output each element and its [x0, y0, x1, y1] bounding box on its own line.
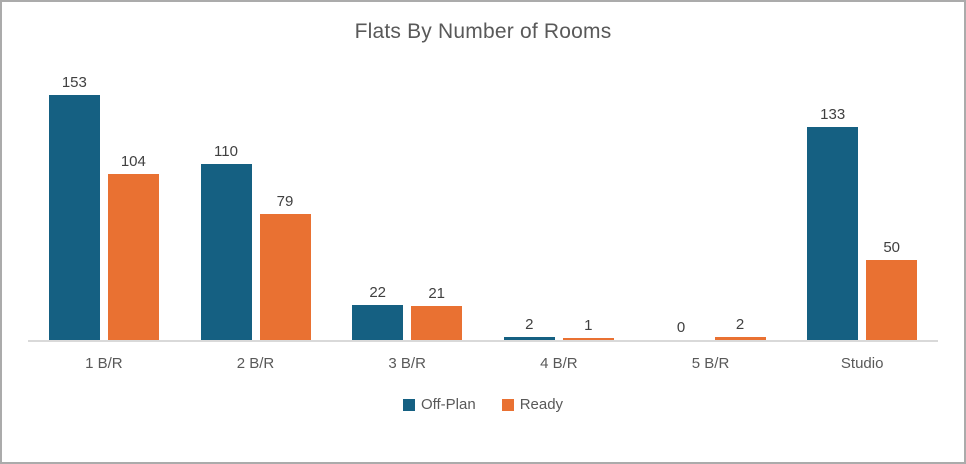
bar-col-off-plan-studio: 133 — [807, 106, 859, 340]
data-label: 153 — [61, 74, 87, 91]
bar-col-ready-5-b-r: 2 — [714, 316, 766, 340]
x-axis-label-5-b-r: 5 B/R — [691, 355, 730, 372]
bar-col-ready-2-b-r: 79 — [259, 193, 311, 340]
x-axis-line — [28, 340, 938, 342]
legend-item-ready: Ready — [501, 396, 564, 413]
legend: Off-Plan Ready — [2, 396, 964, 413]
legend-label: Ready — [519, 396, 564, 413]
data-label: 2 — [525, 316, 534, 333]
bar-col-off-plan-1-b-r: 153 — [48, 74, 100, 340]
legend-swatch-icon — [501, 398, 514, 411]
data-label: 2 — [735, 316, 745, 333]
bar-off-plan-1-b-r — [48, 95, 100, 340]
bar-ready-5-b-r — [714, 337, 766, 340]
x-axis-label-4-b-r: 4 B/R — [540, 355, 578, 372]
bar-col-ready-1-b-r: 104 — [107, 153, 159, 340]
bar-off-plan-studio — [807, 127, 859, 340]
bar-col-ready-studio: 50 — [866, 239, 918, 340]
legend-label: Off-Plan — [420, 396, 476, 413]
data-label: 50 — [883, 239, 901, 256]
bar-group-studio: 133 50 — [786, 107, 938, 340]
bar-col-ready-3-b-r: 21 — [411, 285, 463, 340]
bar-group-1-b-r: 153 104 — [28, 75, 180, 340]
bar-ready-2-b-r — [259, 214, 311, 340]
bar-off-plan-2-b-r — [200, 164, 252, 340]
legend-item-off-plan: Off-Plan — [402, 396, 476, 413]
bar-ready-studio — [866, 260, 918, 340]
bar-col-ready-4-b-r: 1 — [562, 317, 614, 340]
bar-col-off-plan-4-b-r: 2 — [503, 316, 555, 340]
x-axis-label-1-b-r: 1 B/R — [85, 355, 123, 372]
x-axis-label-studio: Studio — [840, 355, 884, 372]
data-label: 79 — [276, 193, 294, 210]
x-axis-label-3-b-r: 3 B/R — [388, 355, 426, 372]
legend-swatch-icon — [402, 398, 415, 411]
x-axis-labels: 1 B/R 2 B/R 3 B/R 4 B/R 5 B/R Studio — [28, 342, 938, 372]
data-label: 104 — [120, 153, 146, 170]
bar-col-off-plan-3-b-r: 22 — [352, 284, 404, 340]
bar-group-2-b-r: 110 79 — [180, 144, 332, 340]
data-label: 22 — [369, 284, 387, 301]
data-label: 0 — [676, 319, 686, 336]
bar-col-off-plan-5-b-r: 0 — [656, 320, 707, 340]
bar-off-plan-4-b-r — [503, 337, 555, 340]
bar-group-3-b-r: 22 21 — [331, 285, 483, 340]
bar-ready-3-b-r — [411, 306, 463, 340]
bar-ready-1-b-r — [107, 174, 159, 340]
data-label: 1 — [584, 317, 593, 334]
bar-col-off-plan-2-b-r: 110 — [200, 143, 252, 340]
data-label: 110 — [214, 143, 238, 160]
x-axis-label-2-b-r: 2 B/R — [236, 355, 275, 372]
chart-title: Flats By Number of Rooms — [354, 20, 612, 43]
bar-ready-4-b-r — [562, 338, 614, 340]
data-label: 133 — [820, 106, 846, 123]
bar-off-plan-3-b-r — [352, 305, 404, 340]
data-label: 21 — [428, 285, 446, 302]
plot-area: 153 104 110 79 22 21 2 1 0 2 133 50 — [28, 44, 938, 340]
